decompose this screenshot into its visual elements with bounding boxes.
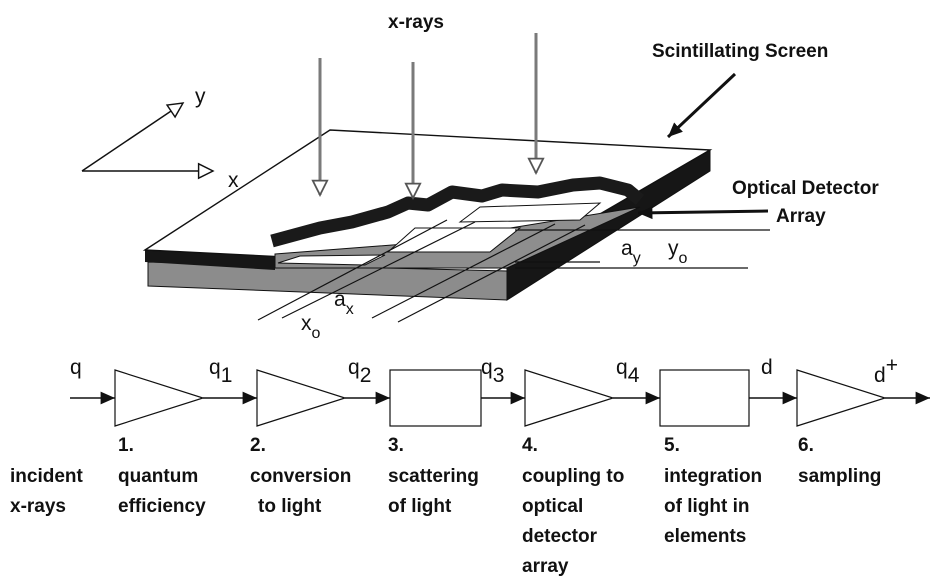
stage-4-line4: array bbox=[522, 556, 569, 577]
stage-6-line1: sampling bbox=[798, 466, 881, 487]
dimension-labels: ax xo ay yo bbox=[301, 237, 688, 342]
signal-q2: q bbox=[348, 356, 360, 379]
signal-q3: q bbox=[481, 356, 493, 379]
ay-label: a bbox=[621, 237, 633, 260]
signal-dplus: d bbox=[874, 364, 886, 387]
detector-pixel bbox=[458, 202, 602, 223]
yo-subscript: o bbox=[679, 250, 688, 267]
stage-2-line1: conversion bbox=[250, 466, 351, 487]
signal-dplus-sup: + bbox=[886, 354, 898, 377]
stage-1-line1: quantum bbox=[118, 466, 198, 487]
signal-q4: q bbox=[616, 356, 628, 379]
detector-cut-edge bbox=[270, 176, 645, 248]
svg-text:q3: q3 bbox=[481, 356, 504, 387]
dimension-line bbox=[281, 221, 476, 319]
screen-label: Scintillating Screen bbox=[652, 41, 828, 62]
incident-line1: incident bbox=[10, 466, 84, 487]
xo-label: x bbox=[301, 312, 312, 335]
stage-6-amplifier bbox=[796, 369, 887, 427]
signal-q1-sub: 1 bbox=[221, 364, 233, 387]
svg-text:q4: q4 bbox=[616, 356, 640, 387]
stage-3-line2: of light bbox=[388, 496, 452, 517]
dimension-line bbox=[257, 219, 448, 321]
stage-3-line1: scattering bbox=[388, 466, 479, 487]
ax-subscript: x bbox=[346, 301, 354, 318]
svg-text:q1: q1 bbox=[209, 356, 232, 387]
stage-4-line1: coupling to bbox=[522, 466, 624, 487]
stage-3-number: 3. bbox=[388, 435, 404, 456]
svg-text:xo: xo bbox=[301, 312, 321, 342]
xray-arrows bbox=[320, 33, 536, 198]
stage-5-line3: elements bbox=[664, 526, 746, 547]
stage-4-line2: optical bbox=[522, 496, 583, 517]
dimension-lines bbox=[257, 219, 770, 323]
stage-1-line2: efficiency bbox=[118, 496, 206, 517]
y-axis-arrow bbox=[81, 102, 185, 172]
signal-chain: q q1 q2 q3 q4 d d+ incident x-rays 1. qu… bbox=[10, 354, 930, 577]
detector-callout-arrow bbox=[637, 206, 769, 220]
ax-label: a bbox=[334, 288, 346, 311]
stage-5-line1: integration bbox=[664, 466, 762, 487]
stage-6-number: 6. bbox=[798, 435, 814, 456]
scintillating-screen bbox=[142, 129, 713, 301]
xo-subscript: o bbox=[312, 325, 321, 342]
signal-q4-sub: 4 bbox=[628, 364, 640, 387]
stage-3-block bbox=[389, 369, 482, 427]
stage-5-number: 5. bbox=[664, 435, 680, 456]
svg-text:q2: q2 bbox=[348, 356, 371, 387]
axis-x-label: x bbox=[228, 169, 239, 192]
yo-label: y bbox=[668, 237, 679, 260]
dimension-line bbox=[371, 223, 556, 319]
axis-y-label: y bbox=[195, 85, 206, 108]
signal-q1: q bbox=[209, 356, 221, 379]
stage-1-amplifier bbox=[114, 369, 205, 427]
svg-text:ax: ax bbox=[334, 288, 354, 318]
signal-d: d bbox=[761, 356, 773, 379]
stage-2-line2: to light bbox=[258, 496, 322, 517]
coordinate-axes: x y bbox=[81, 85, 239, 192]
svg-text:yo: yo bbox=[668, 237, 688, 267]
stage-2-amplifier bbox=[256, 369, 347, 427]
stage-4-number: 4. bbox=[522, 435, 538, 456]
signal-q: q bbox=[70, 356, 82, 379]
detector-label-line2: Array bbox=[776, 206, 826, 227]
screen-callout-arrow bbox=[666, 72, 737, 139]
xrays-title: x-rays bbox=[388, 12, 444, 33]
svg-text:d+: d+ bbox=[874, 354, 898, 387]
svg-text:ay: ay bbox=[621, 237, 641, 267]
stage-5-block bbox=[659, 369, 750, 427]
ay-subscript: y bbox=[633, 250, 641, 267]
stage-4-line3: detector bbox=[522, 526, 598, 547]
detector-label-line1: Optical Detector bbox=[732, 178, 879, 199]
signal-q2-sub: 2 bbox=[360, 364, 372, 387]
optical-detector-array bbox=[270, 176, 645, 269]
stage-5-line2: of light in bbox=[664, 496, 749, 517]
stage-2-number: 2. bbox=[250, 435, 266, 456]
signal-q3-sub: 3 bbox=[493, 364, 505, 387]
detector-pixel bbox=[277, 254, 386, 266]
incident-line2: x-rays bbox=[10, 496, 66, 517]
dimension-line bbox=[397, 224, 586, 323]
stage-4-amplifier bbox=[524, 369, 615, 427]
stage-1-number: 1. bbox=[118, 435, 134, 456]
